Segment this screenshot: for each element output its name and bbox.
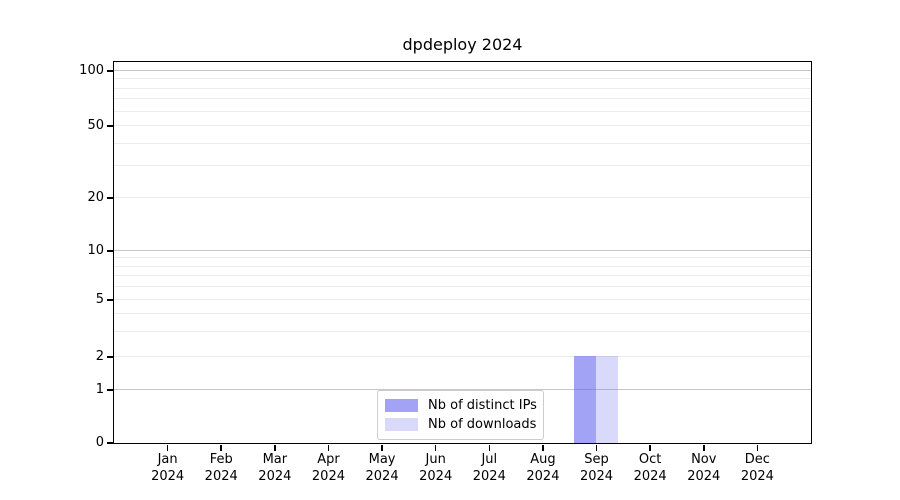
y-tick-label: 2 — [95, 348, 104, 364]
legend-swatch — [385, 399, 418, 412]
gridline-major — [113, 249, 811, 251]
y-tick-label: 50 — [87, 118, 104, 133]
x-tick-mark — [166, 444, 169, 451]
x-tick-year: 2024 — [740, 468, 774, 484]
x-tick-month: Jul — [481, 452, 498, 467]
y-tick-mark — [107, 250, 113, 252]
x-tick-month: Oct — [638, 452, 662, 467]
legend: Nb of distinct IPs Nb of downloads — [377, 390, 544, 440]
x-tick-label: Jan 2024 — [128, 452, 208, 485]
x-tick-month: Aug — [530, 452, 556, 467]
gridline-minor — [113, 312, 811, 314]
gridline-minor — [113, 87, 811, 89]
legend-label: Nb of distinct IPs — [428, 398, 537, 413]
x-tick-month: Dec — [744, 452, 770, 467]
legend-entry: Nb of downloads — [385, 415, 537, 434]
legend-label: Nb of downloads — [428, 417, 537, 432]
gridline-minor — [113, 265, 811, 267]
x-tick-year: 2024 — [365, 468, 399, 484]
x-tick-month: Jan — [157, 452, 178, 467]
gridline-minor — [113, 98, 811, 100]
gridline-minor — [113, 165, 811, 167]
gridline-minor — [113, 78, 811, 80]
y-tick-label: 100 — [79, 63, 104, 79]
y-tick-label: 10 — [87, 242, 104, 258]
legend-entry: Nb of distinct IPs — [385, 396, 537, 415]
x-tick-mark — [649, 444, 651, 451]
x-tick-year: 2024 — [311, 468, 345, 484]
chart-title: dpdeploy 2024 — [402, 35, 523, 54]
gridline-minor — [113, 299, 811, 301]
x-tick-label: May 2024 — [342, 452, 422, 485]
y-tick-label: 5 — [95, 292, 104, 308]
x-tick-mark — [274, 444, 276, 451]
x-tick-year: 2024 — [687, 468, 721, 484]
x-tick-year: 2024 — [204, 468, 238, 484]
gridlines-layer — [113, 62, 811, 443]
gridline-minor — [113, 257, 811, 259]
plot-area — [112, 60, 812, 444]
gridline-minor — [113, 142, 811, 144]
x-tick-month: Apr — [317, 452, 340, 467]
bars-layer — [114, 62, 811, 443]
x-tick-label: Jun 2024 — [396, 452, 476, 485]
x-tick-month: May — [368, 452, 396, 467]
y-tick-mark — [107, 70, 113, 72]
x-tick-year: 2024 — [526, 468, 560, 484]
x-tick-label: Nov 2024 — [664, 452, 744, 485]
x-tick-year: 2024 — [258, 468, 292, 484]
legend-swatch — [385, 418, 418, 431]
x-tick-mark — [327, 444, 330, 451]
x-tick-month: Mar — [262, 452, 288, 467]
x-tick-label: Dec 2024 — [717, 452, 797, 485]
bar-nb-of-distinct-ips — [573, 356, 597, 443]
y-tick-mark — [107, 356, 113, 358]
x-tick-mark — [703, 444, 705, 451]
x-tick-year: 2024 — [151, 468, 185, 484]
gridline-minor — [113, 330, 811, 332]
x-tick-mark — [220, 444, 222, 451]
gridline-minor — [113, 275, 811, 277]
x-tick-month: Feb — [209, 452, 233, 467]
gridline-minor — [113, 110, 811, 112]
y-tick-mark — [107, 299, 113, 301]
x-tick-label: Sep 2024 — [557, 452, 637, 485]
y-tick-label: 1 — [95, 382, 104, 398]
y-tick-label: 0 — [95, 435, 104, 450]
y-tick-label: 20 — [87, 190, 104, 206]
x-tick-mark — [595, 444, 598, 451]
x-tick-month: Jun — [425, 452, 446, 467]
y-tick-mark — [107, 389, 113, 391]
gridline-major — [113, 389, 811, 391]
gridline-minor — [113, 197, 811, 199]
gridline-minor — [113, 355, 811, 357]
x-tick-mark — [434, 444, 437, 451]
x-tick-year: 2024 — [419, 468, 453, 484]
x-tick-label: Oct 2024 — [610, 452, 690, 485]
x-tick-mark — [756, 444, 759, 451]
x-tick-label: Jul 2024 — [449, 452, 529, 485]
y-tick-mark — [107, 442, 113, 444]
bar-nb-of-downloads — [596, 356, 619, 443]
gridline-minor — [113, 286, 811, 288]
x-tick-mark — [488, 444, 491, 451]
x-tick-year: 2024 — [472, 468, 506, 484]
gridline-major — [113, 70, 811, 72]
y-tick-mark — [107, 125, 113, 127]
x-tick-mark — [542, 444, 544, 451]
y-tick-mark — [107, 197, 113, 199]
x-tick-mark — [381, 444, 383, 451]
gridline-minor — [113, 125, 811, 126]
x-tick-year: 2024 — [579, 468, 614, 484]
x-tick-label: Feb 2024 — [181, 452, 261, 485]
x-tick-year: 2024 — [633, 468, 667, 484]
x-tick-label: Aug 2024 — [503, 452, 583, 485]
x-tick-label: Mar 2024 — [235, 452, 315, 485]
x-tick-month: Sep — [584, 452, 609, 467]
x-tick-month: Nov — [691, 452, 717, 467]
x-tick-label: Apr 2024 — [288, 452, 368, 485]
